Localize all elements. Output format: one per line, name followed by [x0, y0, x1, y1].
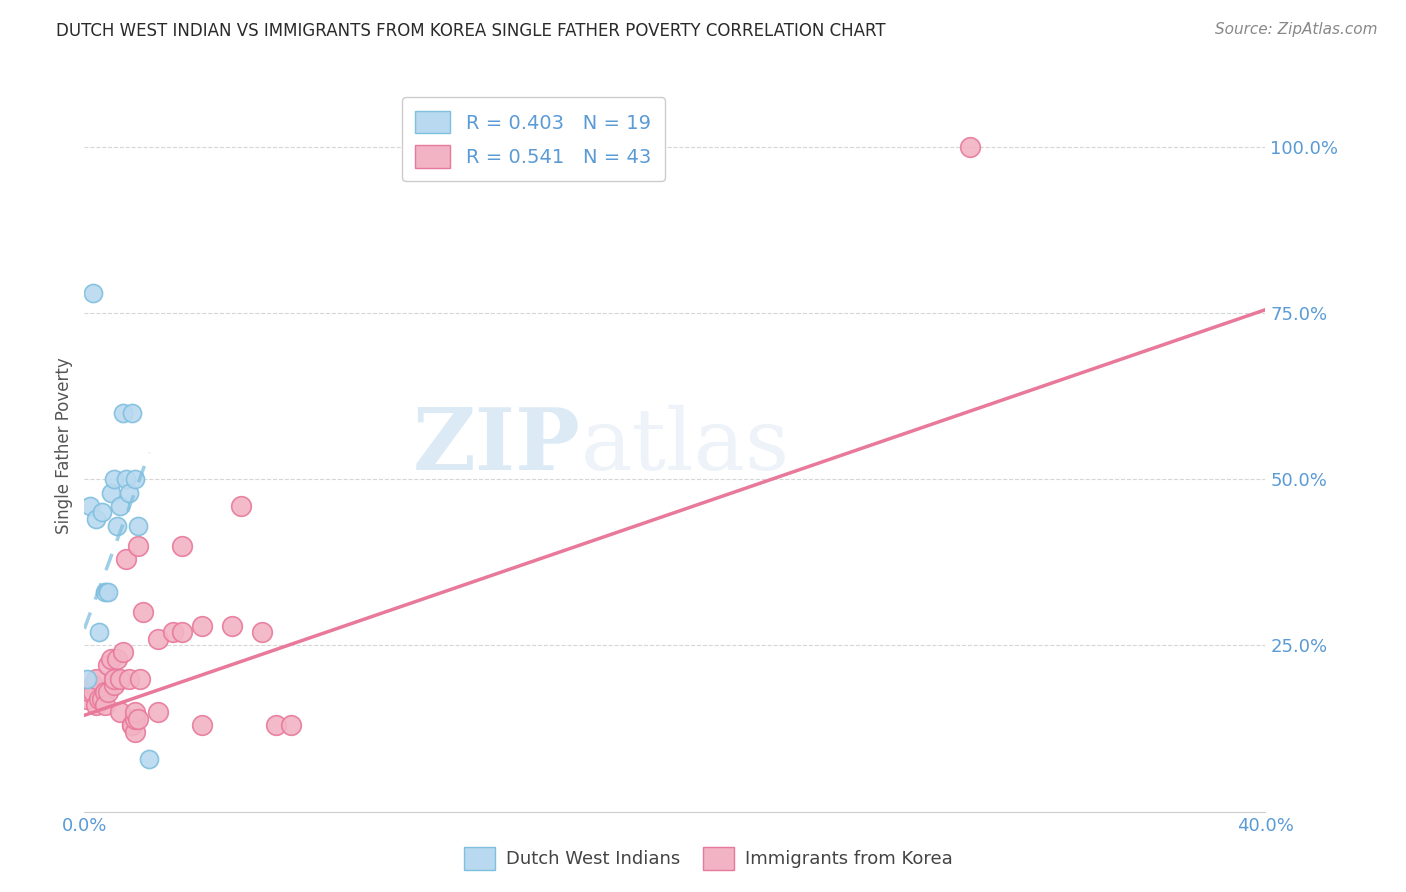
Text: DUTCH WEST INDIAN VS IMMIGRANTS FROM KOREA SINGLE FATHER POVERTY CORRELATION CHA: DUTCH WEST INDIAN VS IMMIGRANTS FROM KOR…	[56, 22, 886, 40]
Point	[118, 485, 141, 500]
Point	[76, 672, 98, 686]
Point	[82, 286, 104, 301]
Y-axis label: Single Father Poverty: Single Father Poverty	[55, 358, 73, 534]
Text: Dutch West Indians: Dutch West Indians	[506, 849, 681, 868]
Point	[97, 658, 120, 673]
Point	[127, 518, 149, 533]
Point	[82, 678, 104, 692]
Point	[170, 539, 193, 553]
Point	[124, 472, 146, 486]
Point	[191, 718, 214, 732]
Point	[94, 698, 117, 713]
Point	[76, 691, 98, 706]
Point	[87, 625, 111, 640]
Point	[79, 499, 101, 513]
Point	[111, 406, 134, 420]
Point	[959, 140, 981, 154]
Point	[103, 678, 125, 692]
Text: ZIP: ZIP	[412, 404, 581, 488]
Point	[91, 691, 114, 706]
Point	[84, 512, 107, 526]
Point	[105, 518, 128, 533]
Point	[79, 685, 101, 699]
Text: Immigrants from Korea: Immigrants from Korea	[745, 849, 953, 868]
Point	[127, 539, 149, 553]
Point	[280, 718, 302, 732]
Point	[108, 672, 131, 686]
Point	[127, 712, 149, 726]
Point	[97, 685, 120, 699]
Point	[87, 691, 111, 706]
Point	[221, 618, 243, 632]
Point	[114, 552, 136, 566]
Point	[103, 472, 125, 486]
Point	[124, 705, 146, 719]
Text: Source: ZipAtlas.com: Source: ZipAtlas.com	[1215, 22, 1378, 37]
Point	[84, 672, 107, 686]
Point	[138, 751, 160, 765]
Point	[100, 485, 122, 500]
Point	[91, 506, 114, 520]
Point	[191, 618, 214, 632]
Point	[229, 499, 252, 513]
Legend: R = 0.403   N = 19, R = 0.541   N = 43: R = 0.403 N = 19, R = 0.541 N = 43	[402, 97, 665, 181]
Point	[121, 406, 143, 420]
Point	[105, 652, 128, 666]
Point	[129, 672, 152, 686]
Point	[111, 645, 134, 659]
Point	[132, 605, 155, 619]
Point	[97, 585, 120, 599]
Point	[82, 685, 104, 699]
Point	[121, 718, 143, 732]
Point	[121, 718, 143, 732]
Point	[148, 705, 170, 719]
Point	[108, 499, 131, 513]
Point	[162, 625, 184, 640]
Point	[124, 712, 146, 726]
Point	[250, 625, 273, 640]
Point	[148, 632, 170, 646]
Point	[118, 672, 141, 686]
Text: atlas: atlas	[581, 404, 790, 488]
Point	[84, 698, 107, 713]
Point	[103, 672, 125, 686]
Point	[264, 718, 288, 732]
Point	[124, 725, 146, 739]
Point	[100, 652, 122, 666]
Point	[170, 625, 193, 640]
Point	[114, 472, 136, 486]
Point	[108, 705, 131, 719]
Point	[94, 585, 117, 599]
Point	[94, 685, 117, 699]
